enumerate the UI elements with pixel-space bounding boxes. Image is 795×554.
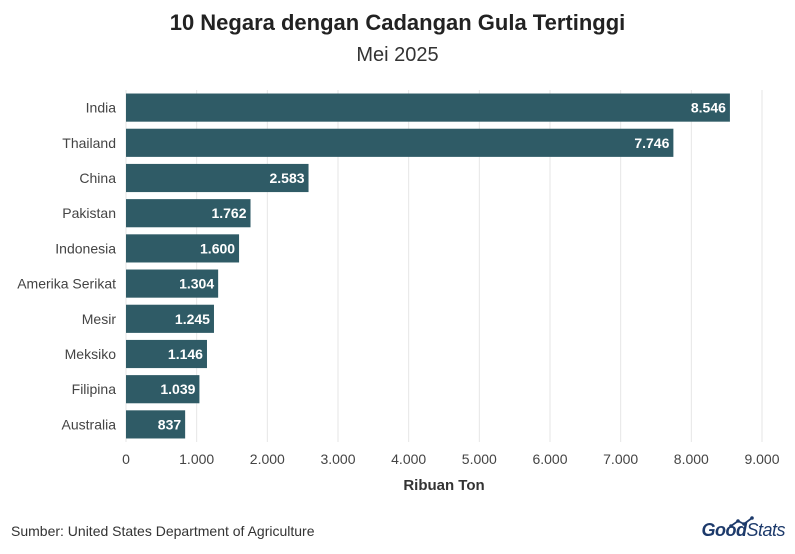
x-tick-label: 4.000 bbox=[391, 451, 426, 467]
bar bbox=[126, 234, 240, 263]
value-label: 1.039 bbox=[160, 381, 195, 397]
value-label: 2.583 bbox=[269, 170, 304, 186]
chart-title: 10 Negara dengan Cadangan Gula Tertinggi bbox=[169, 10, 626, 35]
brand-chart-icon bbox=[729, 516, 754, 528]
value-label: 1.600 bbox=[200, 240, 235, 256]
value-label: 1.762 bbox=[211, 205, 246, 221]
bar bbox=[126, 128, 674, 157]
category-label: Meksiko bbox=[65, 346, 117, 362]
x-tick-label: 5.000 bbox=[462, 451, 497, 467]
brand-logo-stats: Stats bbox=[746, 520, 785, 540]
bar bbox=[126, 375, 200, 404]
value-label: 7.746 bbox=[634, 135, 669, 151]
x-axis-title: Ribuan Ton bbox=[403, 477, 484, 494]
value-label: 1.304 bbox=[179, 276, 214, 292]
value-label: 1.146 bbox=[168, 346, 203, 362]
category-label: India bbox=[86, 100, 117, 116]
x-tick-label: 3.000 bbox=[320, 451, 355, 467]
category-label: Australia bbox=[62, 416, 117, 432]
value-label: 8.546 bbox=[691, 100, 726, 116]
x-tick-label: 7.000 bbox=[603, 451, 638, 467]
bar bbox=[126, 410, 186, 439]
category-label: China bbox=[79, 170, 116, 186]
category-label: Amerika Serikat bbox=[17, 276, 116, 292]
chart-subtitle: Mei 2025 bbox=[356, 44, 439, 66]
value-label: 1.245 bbox=[175, 311, 210, 327]
x-tick-label: 0 bbox=[122, 451, 130, 467]
category-label: Filipina bbox=[72, 381, 117, 397]
bar bbox=[126, 199, 251, 228]
bar bbox=[126, 93, 730, 122]
brand-logo: GoodStats bbox=[701, 520, 785, 541]
x-tick-label: 8.000 bbox=[674, 451, 709, 467]
x-tick-label: 6.000 bbox=[532, 451, 567, 467]
brand-logo-good: Good bbox=[701, 520, 747, 540]
category-label: Indonesia bbox=[55, 240, 116, 256]
source-note: Sumber: United States Department of Agri… bbox=[11, 523, 315, 539]
category-label: Mesir bbox=[82, 311, 117, 327]
x-tick-label: 1.000 bbox=[179, 451, 214, 467]
value-label: 837 bbox=[158, 416, 182, 432]
bar bbox=[126, 304, 214, 333]
x-tick-label: 9.000 bbox=[744, 451, 779, 467]
bar bbox=[126, 163, 309, 193]
category-label: Pakistan bbox=[62, 205, 116, 221]
bar bbox=[126, 269, 219, 298]
bar bbox=[126, 339, 207, 369]
category-label: Thailand bbox=[62, 135, 116, 151]
x-tick-label: 2.000 bbox=[250, 451, 285, 467]
